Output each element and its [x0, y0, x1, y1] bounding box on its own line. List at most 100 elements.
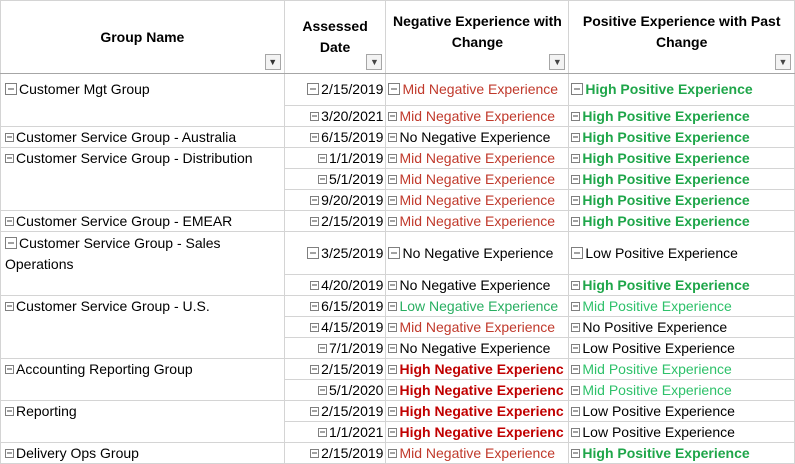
collapse-icon[interactable]	[5, 132, 14, 142]
collapse-icon[interactable]	[5, 237, 17, 250]
collapse-icon[interactable]	[388, 153, 398, 163]
collapse-icon[interactable]	[571, 427, 581, 437]
negative-experience-cell: Mid Negative Experience	[385, 442, 570, 464]
positive-experience-value: High Positive Experience	[582, 277, 750, 293]
negative-experience-cell: High Negative Experienc	[385, 400, 570, 422]
collapse-icon[interactable]	[571, 280, 581, 290]
positive-experience-cell: Low Positive Experience	[568, 337, 795, 359]
assessed-date-value: 5/1/2019	[328, 171, 384, 187]
collapse-icon[interactable]	[317, 385, 327, 395]
collapse-icon[interactable]	[571, 301, 581, 311]
group-name-header-label: Group Name	[100, 28, 185, 45]
negative-experience-value: Low Negative Experience	[399, 298, 559, 314]
collapse-icon[interactable]	[571, 216, 581, 226]
collapse-icon[interactable]	[571, 343, 581, 353]
positive-experience-cell: High Positive Experience	[568, 210, 795, 232]
positive-experience-value: Mid Positive Experience	[582, 382, 732, 398]
collapse-icon[interactable]	[5, 406, 14, 416]
positive-experience-value: High Positive Experience	[582, 213, 750, 229]
collapse-icon[interactable]	[388, 427, 398, 437]
collapse-icon[interactable]	[571, 364, 581, 374]
collapse-icon[interactable]	[388, 322, 398, 332]
collapse-icon[interactable]	[310, 132, 320, 142]
collapse-icon[interactable]	[571, 385, 581, 395]
collapse-icon[interactable]	[571, 111, 581, 121]
positive-experience-cell: High Positive Experience	[568, 126, 795, 148]
collapse-icon[interactable]	[388, 195, 398, 205]
collapse-icon[interactable]	[317, 427, 327, 437]
collapse-icon[interactable]	[310, 322, 320, 332]
collapse-icon[interactable]	[388, 343, 398, 353]
collapse-icon[interactable]	[571, 132, 581, 142]
positive-experience-cell: Mid Positive Experience	[568, 295, 795, 317]
assessed-date-value: 6/15/2019	[321, 298, 384, 314]
negative-experience-value: Mid Negative Experience	[399, 108, 556, 124]
collapse-icon[interactable]	[571, 174, 581, 184]
dropdown-arrow-icon[interactable]: ▼	[549, 54, 566, 70]
collapse-icon[interactable]	[310, 216, 320, 226]
collapse-icon[interactable]	[388, 111, 398, 121]
collapse-icon[interactable]	[388, 448, 398, 458]
group-name-cell: Customer Service Group - Distribution	[0, 147, 285, 211]
collapse-icon[interactable]	[307, 247, 320, 260]
positive-experience-value: Low Positive Experience	[582, 403, 735, 419]
collapse-icon[interactable]	[388, 216, 398, 226]
assessed-date-value: 1/1/2021	[328, 424, 384, 440]
negative-experience-value: No Negative Experience	[402, 245, 554, 261]
collapse-icon[interactable]	[317, 174, 327, 184]
collapse-icon[interactable]	[571, 448, 581, 458]
collapse-icon[interactable]	[5, 448, 14, 458]
collapse-icon[interactable]	[310, 111, 320, 121]
collapse-icon[interactable]	[388, 301, 398, 311]
group-name-label: Accounting Reporting Group	[16, 361, 193, 377]
collapse-icon[interactable]	[5, 301, 14, 311]
assessed-date-value: 6/15/2019	[321, 129, 384, 145]
assessed-date-header: Assessed Date ▼	[283, 0, 387, 74]
dropdown-arrow-icon[interactable]: ▼	[775, 54, 791, 70]
positive-experience-value: Low Positive Experience	[585, 245, 738, 261]
table-row: Delivery Ops Group 2/15/2019 Mid Negative …	[0, 442, 795, 464]
collapse-icon[interactable]	[571, 153, 581, 163]
collapse-icon[interactable]	[317, 343, 327, 353]
assessed-date-cell: 2/15/2019	[283, 210, 387, 232]
collapse-icon[interactable]	[310, 448, 320, 458]
assessed-date-cell: 5/1/2020	[283, 379, 387, 401]
assessed-date-value: 1/1/2019	[328, 150, 384, 166]
collapse-icon[interactable]	[317, 153, 327, 163]
collapse-icon[interactable]	[5, 364, 14, 374]
collapse-icon[interactable]	[310, 280, 320, 290]
collapse-icon[interactable]	[388, 406, 398, 416]
collapse-icon[interactable]	[388, 247, 401, 260]
collapse-icon[interactable]	[571, 406, 581, 416]
collapse-icon[interactable]	[307, 83, 320, 96]
collapse-icon[interactable]	[388, 385, 398, 395]
collapse-icon[interactable]	[571, 83, 584, 96]
collapse-icon[interactable]	[388, 280, 398, 290]
collapse-icon[interactable]	[571, 195, 581, 205]
positive-experience-cell: Low Positive Experience	[568, 400, 795, 422]
filter-active-icon[interactable]: ▼	[264, 54, 281, 70]
collapse-icon[interactable]	[310, 406, 320, 416]
negative-experience-header: Negative Experience with Change ▼	[385, 0, 570, 74]
assessed-date-value: 4/20/2019	[321, 277, 384, 293]
collapse-icon[interactable]	[571, 247, 584, 260]
group-name-label: Customer Service Group - Australia	[16, 129, 237, 145]
collapse-icon[interactable]	[388, 83, 401, 96]
collapse-icon[interactable]	[388, 364, 398, 374]
collapse-icon[interactable]	[310, 195, 320, 205]
assessed-date-value: 2/15/2019	[321, 403, 384, 419]
table-row: 5/1/2020 High Negative Experienc Mid Posit…	[1, 379, 795, 401]
dropdown-arrow-icon[interactable]: ▼	[366, 54, 383, 70]
negative-experience-value: Mid Negative Experience	[402, 81, 559, 97]
collapse-icon[interactable]	[388, 132, 398, 142]
collapse-icon[interactable]	[310, 364, 320, 374]
collapse-icon[interactable]	[388, 174, 398, 184]
collapse-icon[interactable]	[5, 153, 14, 163]
collapse-icon[interactable]	[571, 322, 581, 332]
collapse-icon[interactable]	[310, 301, 320, 311]
collapse-icon[interactable]	[5, 83, 17, 96]
positive-experience-cell: High Positive Experience	[568, 274, 795, 296]
collapse-icon[interactable]	[5, 216, 14, 226]
assessed-date-value: 2/15/2019	[321, 213, 384, 229]
